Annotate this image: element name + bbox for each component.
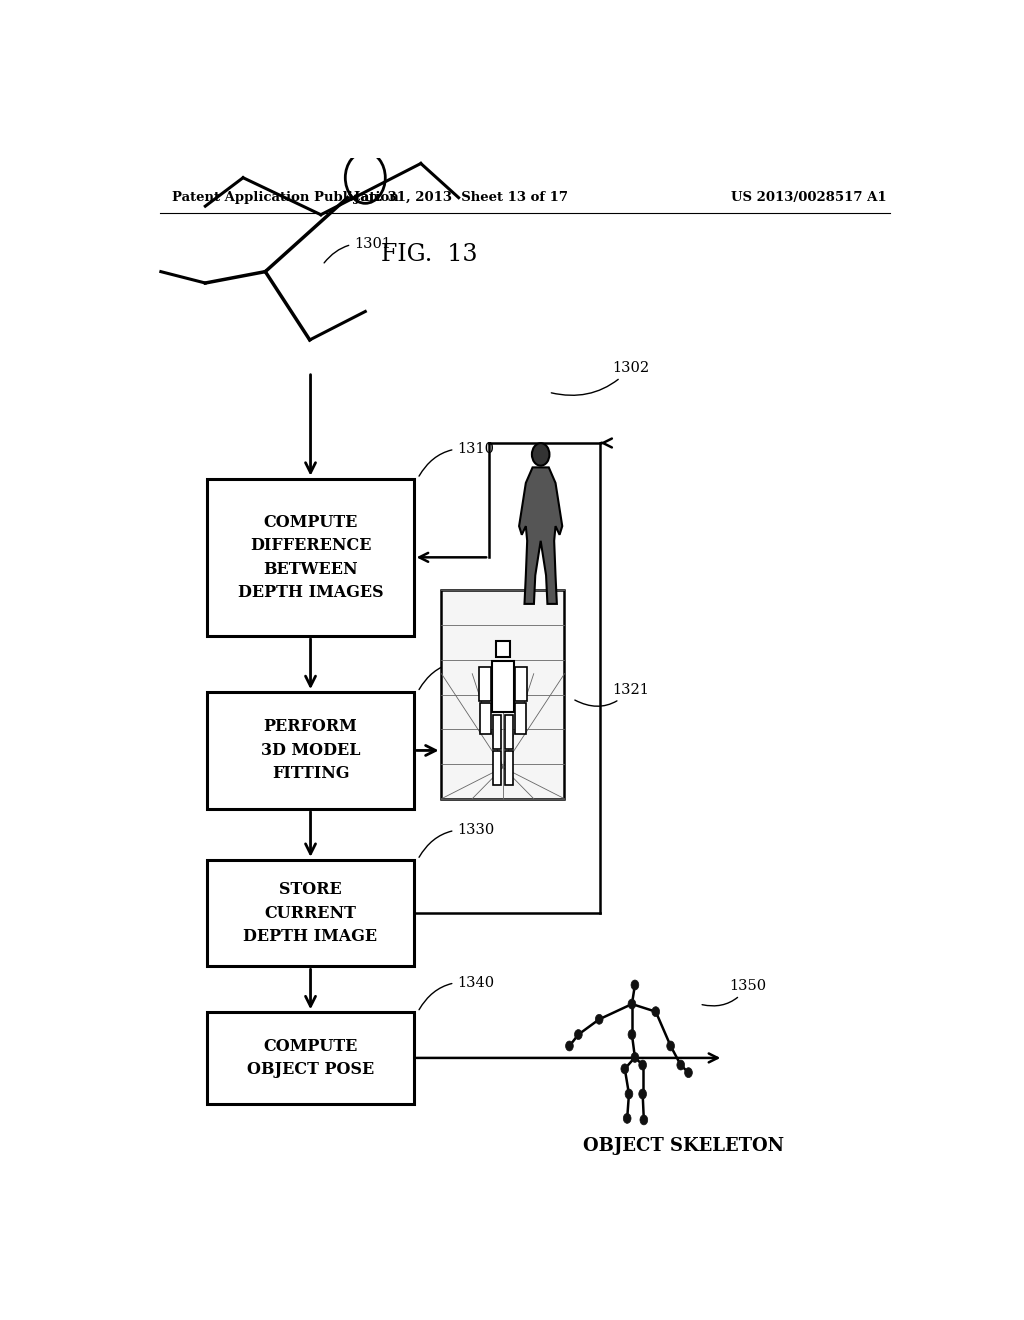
Text: 1330: 1330 [419, 824, 495, 857]
Bar [207, 692, 414, 809]
Bar [505, 714, 513, 748]
Circle shape [631, 979, 639, 990]
Circle shape [667, 1041, 675, 1051]
Text: STORE
CURRENT
DEPTH IMAGE: STORE CURRENT DEPTH IMAGE [244, 880, 378, 945]
Text: 1321: 1321 [574, 682, 649, 706]
Circle shape [628, 999, 636, 1008]
Text: 1320: 1320 [419, 656, 495, 689]
Bar [441, 590, 564, 799]
Circle shape [639, 1060, 646, 1071]
Bar [505, 751, 513, 785]
Text: FIG.  13: FIG. 13 [381, 243, 478, 267]
Bar [207, 479, 414, 636]
Bar [515, 667, 526, 701]
Text: 1340: 1340 [419, 975, 495, 1010]
Circle shape [628, 1030, 636, 1039]
Bar [496, 640, 510, 657]
Text: 1350: 1350 [702, 979, 767, 1006]
Circle shape [574, 1030, 583, 1039]
Circle shape [640, 1115, 648, 1125]
Bar [515, 704, 525, 734]
Text: 1310: 1310 [419, 442, 495, 477]
Bar [493, 714, 501, 748]
Bar [480, 704, 492, 734]
Text: COMPUTE
OBJECT POSE: COMPUTE OBJECT POSE [247, 1038, 374, 1078]
Circle shape [531, 444, 550, 466]
Text: PERFORM
3D MODEL
FITTING: PERFORM 3D MODEL FITTING [261, 718, 360, 783]
Circle shape [652, 1007, 659, 1016]
Circle shape [677, 1060, 685, 1071]
Circle shape [685, 1068, 692, 1077]
Text: 1302: 1302 [551, 360, 649, 395]
Circle shape [631, 1052, 639, 1063]
Circle shape [625, 1089, 633, 1100]
Polygon shape [519, 467, 562, 603]
Text: Jan. 31, 2013  Sheet 13 of 17: Jan. 31, 2013 Sheet 13 of 17 [354, 190, 568, 203]
Text: OBJECT SKELETON: OBJECT SKELETON [583, 1138, 784, 1155]
Text: 1301: 1301 [325, 236, 391, 263]
Circle shape [639, 1089, 646, 1100]
Bar [493, 660, 514, 713]
Text: US 2013/0028517 A1: US 2013/0028517 A1 [731, 190, 887, 203]
Text: Patent Application Publication: Patent Application Publication [172, 190, 398, 203]
Circle shape [621, 1064, 629, 1073]
Circle shape [624, 1114, 631, 1123]
Text: COMPUTE
DIFFERENCE
BETWEEN
DEPTH IMAGES: COMPUTE DIFFERENCE BETWEEN DEPTH IMAGES [238, 513, 383, 601]
Bar [479, 667, 492, 701]
Bar [493, 751, 501, 785]
Circle shape [595, 1014, 603, 1024]
Circle shape [565, 1041, 573, 1051]
Bar [207, 859, 414, 966]
Bar [207, 1012, 414, 1104]
